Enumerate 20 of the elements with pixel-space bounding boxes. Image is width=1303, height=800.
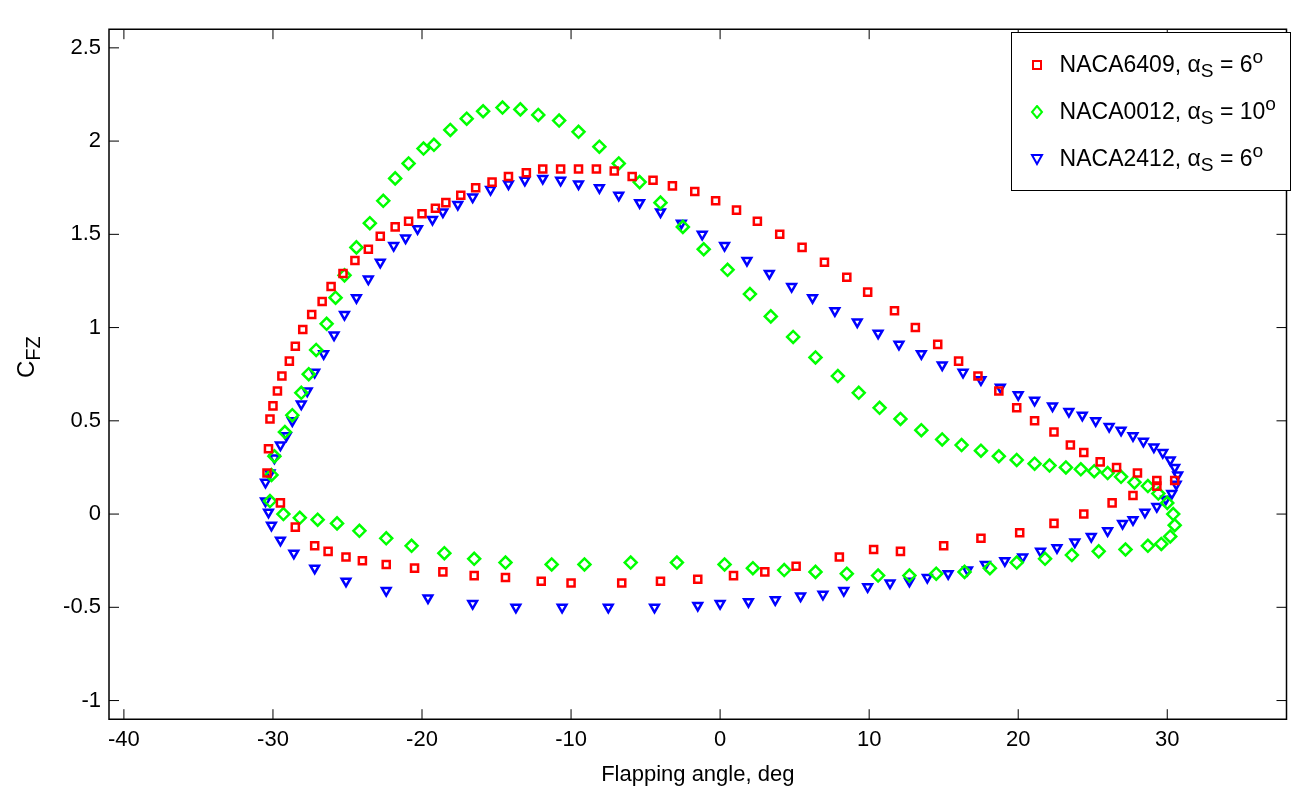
y-tick-label: 0	[88, 500, 101, 526]
x-tick-label: 20	[1005, 726, 1031, 752]
x-tick-label: 10	[856, 726, 882, 752]
legend-label: NACA0012, α$_{S}$ = 10$^{o}$	[1059, 93, 1276, 130]
x-tick-label: -40	[108, 726, 140, 752]
y-tick-label: -0.5	[63, 593, 101, 619]
y-tick-label: 0.5	[70, 406, 101, 432]
x-tick-label: -20	[406, 726, 438, 752]
y-tick-label: 2	[88, 127, 101, 153]
x-tick-label: 30	[1155, 726, 1180, 752]
y-tick-label: 1.5	[70, 220, 101, 246]
x-tick-label: -10	[555, 726, 587, 752]
x-axis-title: Flapping angle, deg	[601, 760, 795, 786]
legend-label: NACA2412, α$_{S}$ = 6$^{o}$	[1059, 140, 1264, 177]
x-tick-label: 0	[713, 726, 727, 752]
y-tick-label: -1	[81, 686, 101, 712]
y-tick-label: 2.5	[70, 33, 101, 59]
legend-label: NACA6409, α$_{S}$ = 6$^{o}$	[1059, 46, 1264, 83]
y-tick-label: 1	[88, 313, 101, 339]
x-tick-label: -30	[257, 726, 289, 752]
